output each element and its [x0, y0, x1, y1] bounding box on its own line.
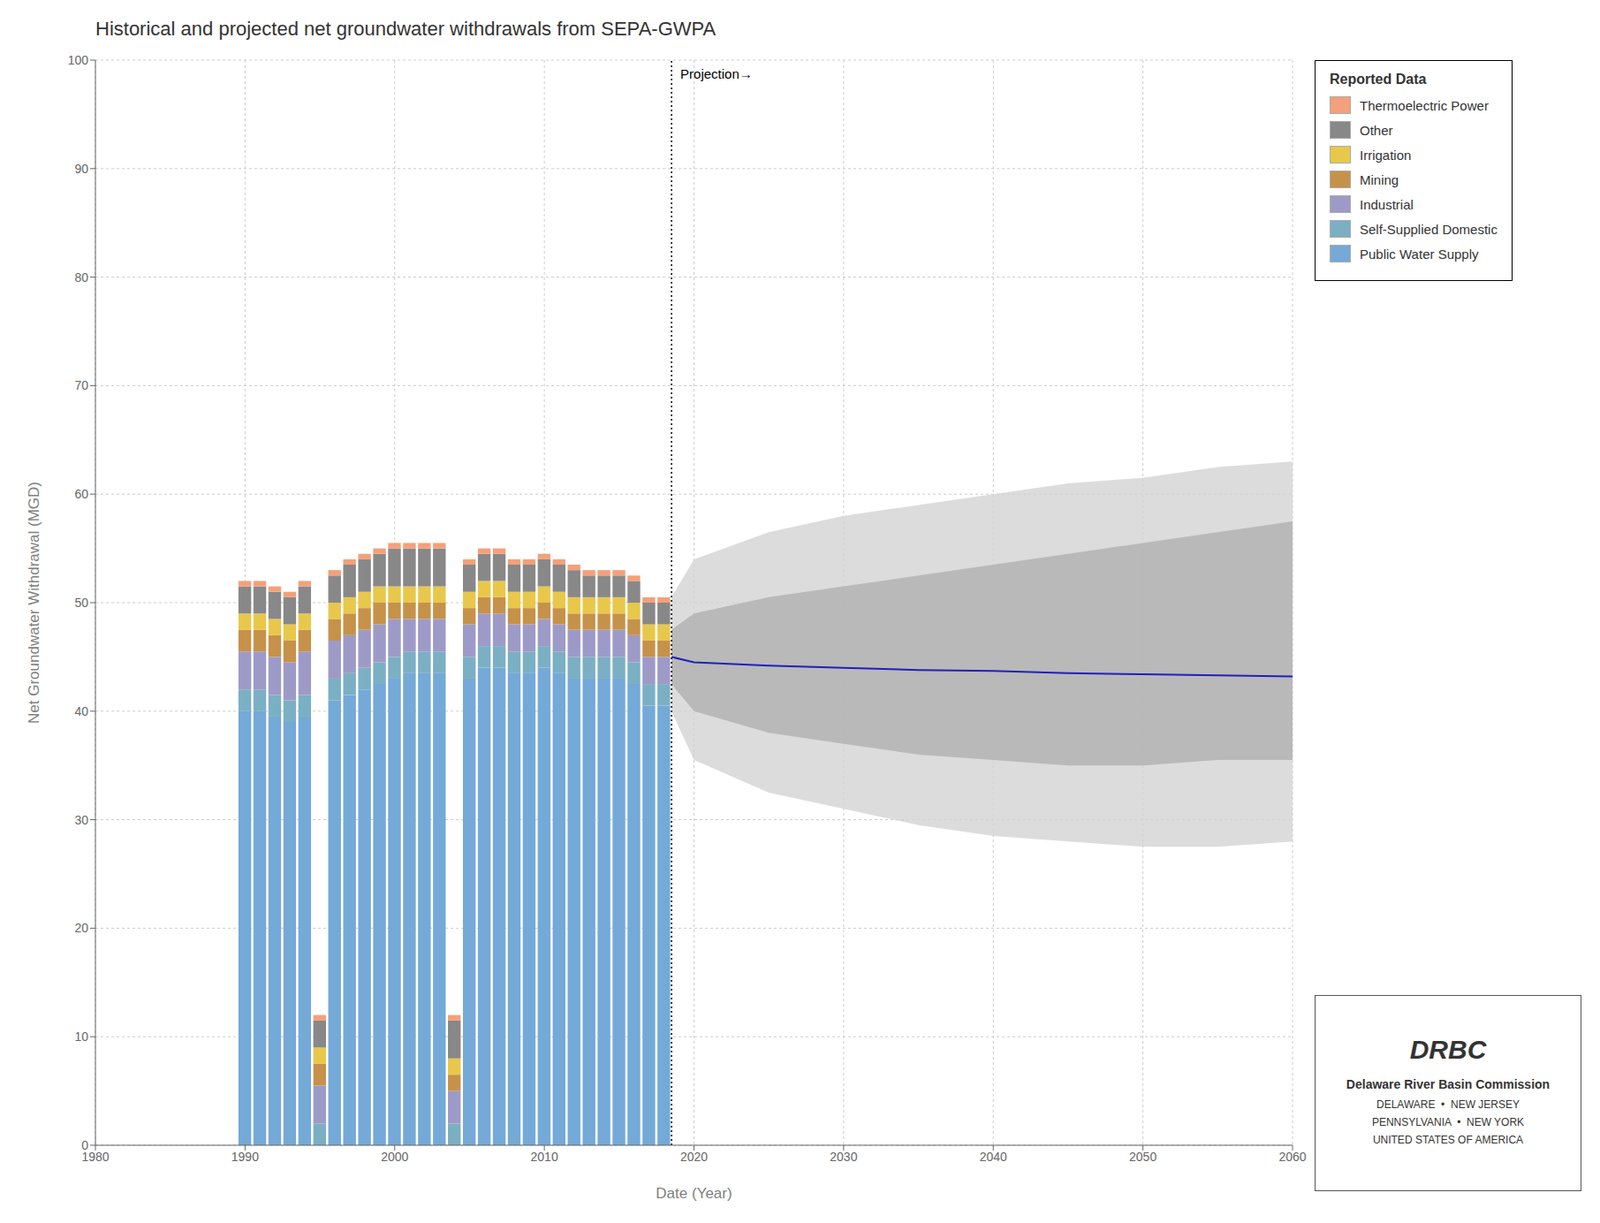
html-text:Self-Supplied Domestic: Self-Supplied Domestic: [1359, 221, 1498, 237]
svg-text:40: 40: [74, 704, 89, 719]
svg-text:70: 70: [74, 378, 89, 393]
svg-text:Projection→: Projection→: [680, 66, 753, 82]
svg-text:2060: 2060: [1278, 1149, 1306, 1164]
html-text:DRBC: DRBC: [1409, 1034, 1487, 1064]
svg-text:Date (Year): Date (Year): [655, 1184, 732, 1202]
html-text:Industrial: Industrial: [1359, 196, 1414, 212]
svg-text:2000: 2000: [380, 1149, 409, 1164]
svg-text:60: 60: [74, 486, 89, 501]
html-text:PENNSYLVANIA • NEW YORK: PENNSYLVANIA • NEW YORK: [1371, 1115, 1525, 1129]
html-text:Irrigation: Irrigation: [1359, 147, 1412, 163]
svg-text:Net Groundwater Withdrawal (MG: Net Groundwater Withdrawal (MGD): [25, 481, 43, 724]
html-text:Historical and projected net g: Historical and projected net groundwater…: [95, 17, 716, 40]
html-text:UNITED STATES OF AMERICA: UNITED STATES OF AMERICA: [1372, 1133, 1524, 1146]
svg-text:2020: 2020: [680, 1149, 708, 1164]
svg-text:2010: 2010: [530, 1149, 559, 1164]
svg-text:2050: 2050: [1129, 1149, 1157, 1164]
svg-text:1990: 1990: [231, 1149, 259, 1164]
svg-text:80: 80: [74, 270, 89, 285]
html-text:DELAWARE • NEW JERSEY: DELAWARE • NEW JERSEY: [1376, 1098, 1520, 1111]
html-text:Mining: Mining: [1359, 171, 1399, 187]
html-text:Delaware River Basin Commissio: Delaware River Basin Commission: [1346, 1076, 1550, 1092]
svg-text:20: 20: [74, 920, 89, 935]
svg-text:50: 50: [74, 595, 89, 610]
svg-text:30: 30: [74, 812, 89, 827]
svg-text:2040: 2040: [979, 1149, 1008, 1164]
svg-text:0: 0: [81, 1137, 89, 1153]
html-text:Thermoelectric Power: Thermoelectric Power: [1359, 97, 1489, 113]
svg-text:1980: 1980: [81, 1149, 110, 1164]
html-text:Public Water Supply: Public Water Supply: [1359, 246, 1479, 262]
html-text:Other: Other: [1359, 122, 1393, 138]
html-text:Reported Data: Reported Data: [1329, 71, 1427, 87]
svg-text:90: 90: [74, 161, 89, 176]
svg-text:2030: 2030: [829, 1149, 857, 1164]
svg-text:10: 10: [74, 1029, 89, 1044]
svg-text:100: 100: [68, 53, 90, 68]
